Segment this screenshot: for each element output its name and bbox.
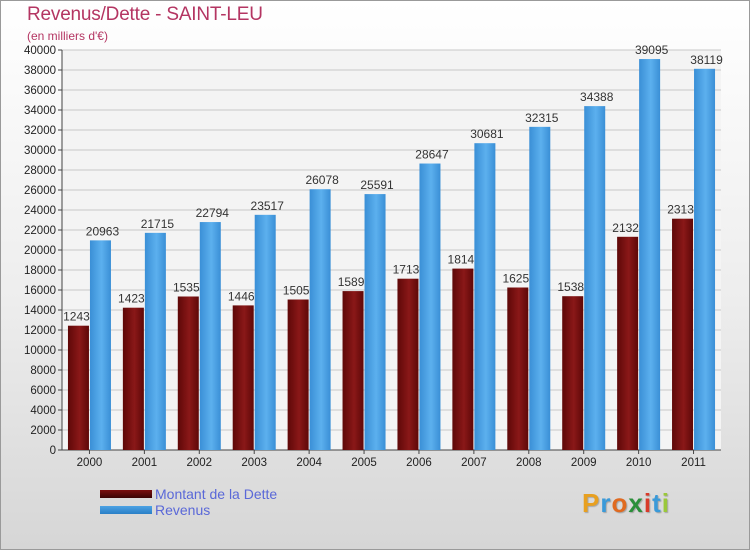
bar-debt (397, 278, 419, 450)
y-tick-label: 14000 (24, 305, 56, 317)
data-label-debt: 1589 (338, 275, 365, 289)
x-tick-label: 2007 (461, 457, 487, 469)
x-tick-label: 2006 (406, 457, 432, 469)
x-tick-label: 2008 (516, 457, 542, 469)
logo-letter: P (582, 488, 601, 518)
legend-swatch-debt (100, 490, 152, 498)
y-tick-label: 40000 (24, 45, 56, 57)
logo-letter: r (600, 488, 612, 518)
data-label-revenue: 25591 (360, 178, 394, 192)
data-label-revenue: 39095 (635, 43, 669, 57)
data-label-debt: 1446 (228, 289, 255, 303)
data-label-debt: 1625 (502, 272, 529, 286)
data-label-debt: 2313 (667, 203, 694, 217)
bar-debt (507, 287, 529, 450)
bar-revenue (694, 68, 716, 450)
y-tick-label: 38000 (24, 65, 56, 77)
y-tick-label: 26000 (24, 185, 56, 197)
data-label-revenue: 30681 (470, 127, 504, 141)
logo-letter: i (643, 488, 653, 518)
data-label-revenue: 34388 (580, 90, 614, 104)
bar-revenue (144, 232, 166, 450)
data-label-revenue: 20963 (86, 224, 120, 238)
logo-letter: x (628, 488, 644, 518)
y-tick-label: 4000 (30, 405, 56, 417)
bar-debt (452, 268, 474, 450)
y-tick-label: 12000 (24, 325, 56, 337)
y-tick-label: 22000 (24, 225, 56, 237)
chart-title: Revenus/Dette - SAINT-LEU (27, 4, 263, 25)
bar-debt (562, 296, 584, 450)
bar-revenue (474, 143, 496, 450)
y-tick-label: 34000 (24, 105, 56, 117)
bar-revenue (364, 194, 386, 450)
y-tick-label: 30000 (24, 145, 56, 157)
data-label-debt: 1713 (393, 263, 420, 277)
data-label-debt: 1423 (118, 292, 145, 306)
y-tick-label: 28000 (24, 165, 56, 177)
x-tick-label: 2002 (186, 457, 212, 469)
data-label-revenue: 26078 (305, 173, 339, 187)
bar-debt (67, 325, 89, 450)
data-label-revenue: 28647 (415, 148, 449, 162)
x-tick-label: 2005 (351, 457, 377, 469)
logo-letter: o (611, 488, 629, 518)
bar-revenue (199, 222, 221, 450)
data-label-revenue: 23517 (251, 199, 285, 213)
x-tick-label: 2010 (626, 457, 652, 469)
x-tick-label: 2003 (241, 457, 267, 469)
bar-debt (287, 299, 309, 450)
bar-debt (177, 296, 199, 450)
logo-letter: i (661, 488, 670, 518)
legend-item-debt: Montant de la Dette (100, 486, 340, 503)
data-label-debt: 1505 (283, 284, 310, 298)
legend-item-revenue: Revenus (100, 502, 340, 519)
y-tick-label: 6000 (30, 385, 56, 397)
bar-revenue (639, 59, 661, 451)
y-tick-label: 2000 (30, 425, 56, 437)
x-tick-label: 2000 (77, 457, 103, 469)
y-tick-label: 36000 (24, 85, 56, 97)
legend-swatch-revenue (100, 506, 152, 514)
bar-revenue (89, 240, 111, 450)
data-label-debt: 1538 (557, 280, 584, 294)
bar-revenue (254, 214, 276, 450)
legend-label-revenue: Revenus (155, 502, 211, 518)
bar-revenue (584, 106, 606, 451)
chart-subtitle: (en milliers d'€) (27, 29, 108, 43)
y-tick-label: 20000 (24, 245, 56, 257)
legend: Montant de la Dette Revenus (100, 486, 340, 519)
data-label-revenue: 32315 (525, 111, 559, 125)
x-tick-label: 2009 (571, 457, 597, 469)
y-tick-label: 18000 (24, 265, 56, 277)
bar-debt (122, 307, 144, 450)
bar-revenue (419, 163, 441, 450)
y-tick-label: 32000 (24, 125, 56, 137)
proxiti-logo: Proxiti (582, 488, 670, 519)
bar-debt (342, 291, 364, 450)
logo-letter: t (652, 488, 662, 518)
bar-revenue (529, 126, 551, 450)
data-label-revenue: 38119 (690, 53, 723, 67)
bar-debt (672, 218, 694, 450)
x-tick-label: 2001 (132, 457, 158, 469)
y-tick-label: 0 (50, 445, 56, 457)
y-tick-label: 16000 (24, 285, 56, 297)
x-tick-label: 2011 (681, 457, 706, 469)
data-label-debt: 1243 (63, 310, 90, 324)
legend-label-debt: Montant de la Dette (155, 486, 278, 502)
bar-debt (232, 305, 254, 450)
x-tick-label: 2004 (296, 457, 322, 469)
y-tick-label: 10000 (24, 345, 56, 357)
data-label-debt: 1535 (173, 281, 200, 295)
bar-revenue (309, 189, 331, 450)
y-tick-label: 8000 (30, 365, 56, 377)
data-label-revenue: 22794 (196, 206, 230, 220)
bar-debt (617, 236, 639, 450)
data-label-debt: 1814 (448, 253, 475, 267)
y-tick-label: 24000 (24, 205, 56, 217)
data-label-revenue: 21715 (141, 217, 175, 231)
data-label-debt: 2132 (612, 221, 639, 235)
